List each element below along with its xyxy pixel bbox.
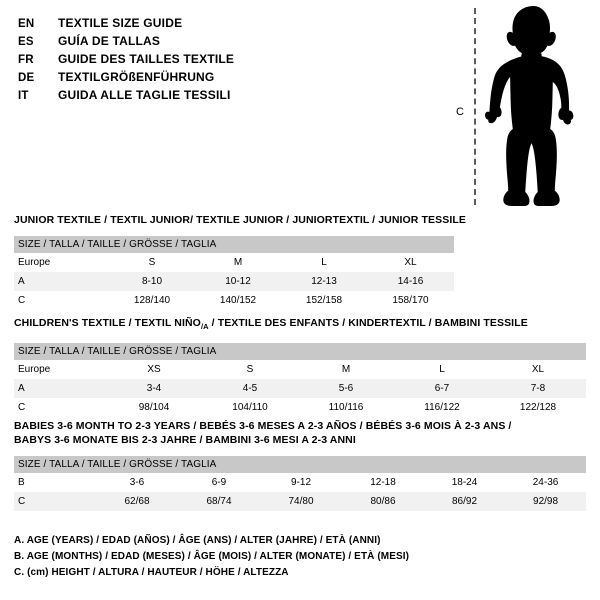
row-label: Europe: [18, 364, 51, 376]
language-row: IT GUIDA ALLE TAGLIE TESSILI: [18, 86, 438, 104]
language-code: IT: [18, 90, 29, 102]
row-value: 10-12: [195, 272, 281, 291]
section-title: JUNIOR TEXTILE / TEXTIL JUNIOR/ TEXTILE …: [14, 214, 466, 226]
height-figure: C: [448, 0, 600, 212]
height-dashed-line: [474, 8, 476, 205]
row-value: 86/92: [424, 492, 505, 511]
row-value: 24-36: [532, 477, 559, 488]
row-value: 7-8: [490, 379, 587, 399]
row-label: A: [14, 272, 109, 291]
language-title: GUÍA DE TALLAS: [58, 34, 161, 48]
row-value: 128/140: [133, 295, 171, 306]
row-value: S: [246, 364, 254, 376]
row-value: 80/86: [342, 492, 424, 511]
row-value: 6-9: [211, 477, 227, 488]
row-value: XL: [531, 364, 545, 376]
section-title-subscript: /A: [200, 322, 209, 332]
table-row: Europe S M L XL: [14, 253, 454, 272]
row-value: 74/80: [260, 492, 342, 511]
row-value: 116/122: [424, 402, 460, 414]
row-value: L: [439, 364, 445, 376]
row-value: 140/152: [219, 295, 257, 306]
row-value: 62/68: [96, 492, 178, 511]
row-value: 98/104: [138, 402, 170, 414]
row-value: 3-6: [129, 477, 145, 488]
toddler-silhouette-icon: [485, 6, 574, 206]
section-title-line2: BABYS 3-6 MONATE BIS 2-3 JAHRE / BAMBINI…: [14, 434, 356, 446]
row-label: C: [18, 295, 26, 306]
row-label: C: [14, 492, 96, 511]
language-title: TEXTILGRÖßENFÜHRUNG: [58, 70, 215, 84]
row-label: A: [14, 379, 106, 399]
row-value: 110/116: [328, 402, 364, 414]
row-value: 68/74: [178, 492, 260, 511]
language-code: ES: [18, 36, 34, 48]
measurement-legend: A. AGE (YEARS) / EDAD (AÑOS) / ÂGE (ANS)…: [14, 533, 574, 581]
table-header-bar: SIZE / TALLA / TAILLE / GRÖSSE / TAGLIA: [14, 236, 454, 253]
row-value: M: [233, 257, 243, 268]
babies-size-table: SIZE / TALLA / TAILLE / GRÖSSE / TAGLIA …: [14, 456, 587, 511]
table-row: C 128/140 140/152 152/158 158/170: [14, 291, 454, 310]
table-row: B 3-6 6-9 9-12 12-18 18-24 24-36: [14, 473, 586, 492]
row-value: M: [341, 364, 351, 376]
section-title-pre: CHILDREN'S TEXTILE / TEXTIL NIÑO: [14, 317, 201, 329]
language-row: DE TEXTILGRÖßENFÜHRUNG: [18, 68, 438, 86]
row-value: 18-24: [451, 477, 478, 488]
row-value: 152/158: [305, 295, 343, 306]
height-indicator-label: C: [456, 106, 464, 118]
language-title-list: EN TEXTILE SIZE GUIDE ES GUÍA DE TALLAS …: [18, 14, 438, 104]
table-header-bar: SIZE / TALLA / TAILLE / GRÖSSE / TAGLIA: [14, 456, 587, 473]
table-header-label: SIZE / TALLA / TAILLE / GRÖSSE / TAGLIA: [14, 236, 454, 253]
legend-line-c: C. (cm) HEIGHT / ALTURA / HAUTEUR / HÖHE…: [14, 567, 289, 578]
table-row: Europe XS S M L XL: [14, 360, 586, 379]
row-value: XS: [147, 364, 161, 376]
table-header-label: SIZE / TALLA / TAILLE / GRÖSSE / TAGLIA: [14, 456, 587, 473]
language-title: GUIDA ALLE TAGLIE TESSILI: [58, 88, 231, 102]
section-junior-textile: JUNIOR TEXTILE / TEXTIL JUNIOR/ TEXTILE …: [14, 213, 466, 310]
legend-line-a: A. AGE (YEARS) / EDAD (AÑOS) / ÂGE (ANS)…: [14, 535, 381, 546]
row-value: 3-4: [106, 379, 202, 399]
row-value: 4-5: [202, 379, 298, 399]
row-value: 104/110: [232, 402, 268, 414]
row-value: 12-18: [370, 477, 396, 488]
language-title: GUIDE DES TAILLES TEXTILE: [58, 52, 235, 66]
language-code: DE: [18, 72, 35, 84]
legend-line-b: B. AGE (MONTHS) / EDAD (MESES) / ÂGE (MO…: [14, 551, 410, 562]
row-value: 5-6: [298, 379, 394, 399]
language-row: FR GUIDE DES TAILLES TEXTILE: [18, 50, 438, 68]
row-value: 9-12: [290, 477, 311, 488]
row-value: 14-16: [367, 272, 454, 291]
junior-size-table: SIZE / TALLA / TAILLE / GRÖSSE / TAGLIA …: [14, 236, 454, 310]
row-value: L: [321, 257, 327, 268]
language-title: TEXTILE SIZE GUIDE: [58, 16, 183, 30]
table-row: C 98/104 104/110 110/116 116/122 122/128: [14, 398, 586, 417]
table-row: C 62/68 68/74 74/80 80/86 86/92 92/98: [14, 492, 587, 511]
row-value: 12-13: [281, 272, 367, 291]
section-title-post: / TEXTILE DES ENFANTS / KINDERTEXTIL / B…: [208, 317, 528, 329]
table-row: A 3-4 4-5 5-6 6-7 7-8: [14, 379, 587, 399]
row-label: B: [18, 477, 25, 488]
row-value: 8-10: [109, 272, 195, 291]
row-label: Europe: [18, 257, 51, 268]
language-row: ES GUÍA DE TALLAS: [18, 32, 438, 50]
table-header-label: SIZE / TALLA / TAILLE / GRÖSSE / TAGLIA: [14, 343, 587, 361]
row-value: S: [148, 257, 156, 268]
row-value: XL: [404, 257, 417, 268]
section-title: CHILDREN'S TEXTILE / TEXTIL NIÑO/A / TEX…: [14, 316, 586, 334]
children-size-table: SIZE / TALLA / TAILLE / GRÖSSE / TAGLIA …: [14, 343, 587, 417]
table-row: A 8-10 10-12 12-13 14-16: [14, 272, 454, 291]
language-row: EN TEXTILE SIZE GUIDE: [18, 14, 438, 32]
row-value: 122/128: [519, 402, 557, 414]
row-value: 6-7: [394, 379, 490, 399]
section-babies-textile: BABIES 3-6 MONTH TO 2-3 YEARS / BEBÉS 3-…: [14, 419, 587, 511]
row-value: 92/98: [505, 492, 587, 511]
table-header-bar: SIZE / TALLA / TAILLE / GRÖSSE / TAGLIA: [14, 343, 587, 361]
section-title-line1: BABIES 3-6 MONTH TO 2-3 YEARS / BEBÉS 3-…: [14, 420, 512, 432]
row-value: 158/170: [392, 295, 429, 306]
row-label: C: [18, 402, 26, 414]
language-code: FR: [18, 54, 34, 66]
language-code: EN: [18, 18, 35, 30]
section-childrens-textile: CHILDREN'S TEXTILE / TEXTIL NIÑO/A / TEX…: [14, 316, 587, 417]
